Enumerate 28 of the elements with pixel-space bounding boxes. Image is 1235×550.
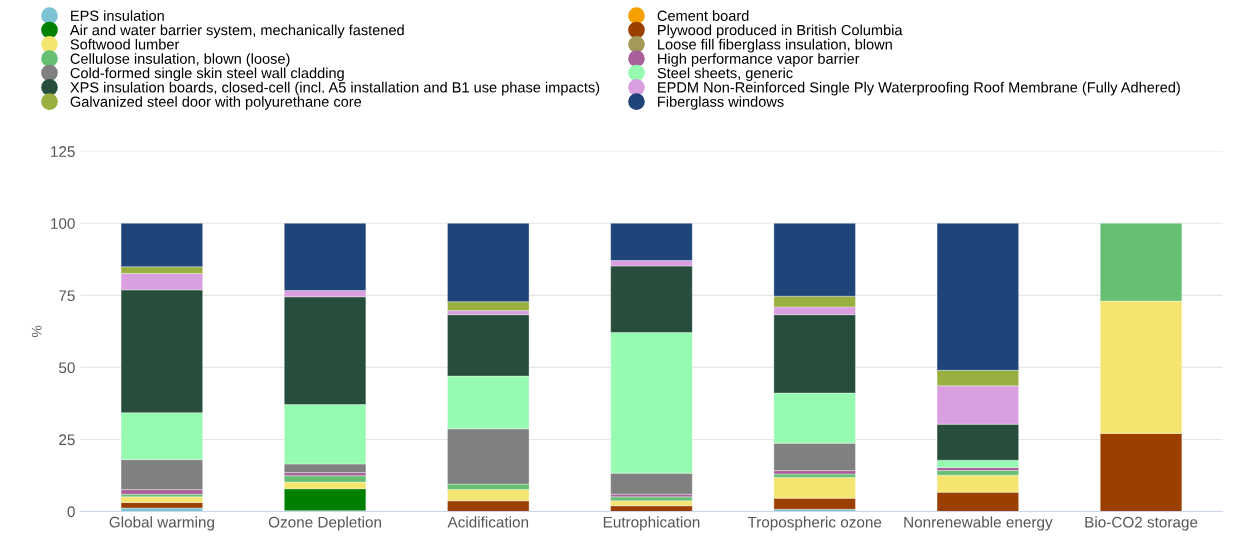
x-tick-label: Ozone Depletion	[268, 516, 381, 531]
x-tick-label: Bio-CO2 storage	[1085, 516, 1198, 531]
legend-label: Cold-formed single skin steel wall cladding	[70, 67, 344, 82]
legend-label: Cellulose insulation, blown (loose)	[70, 53, 290, 67]
y-tick-label: 75	[59, 290, 75, 302]
x-tick-label: Tropospheric ozone	[747, 516, 882, 531]
y-tick-label: 0	[67, 506, 75, 518]
x-tick-label: Nonrenewable energy	[904, 516, 1053, 531]
y-tick-label: 50	[59, 362, 75, 374]
y-axis-title: %	[31, 325, 42, 338]
legend-label: XPS insulation boards, closed-cell (incl. A5 installation and B1 use phase impacts)	[70, 81, 600, 96]
x-tick-label: Global warming	[109, 516, 214, 531]
legend-label: Fiberglass windows	[658, 96, 784, 110]
y-tick-label: 25	[59, 434, 75, 446]
legend-label: High performance vapor barrier	[658, 53, 860, 67]
x-tick-label: Eutrophication	[603, 516, 700, 531]
y-tick-label: 100	[51, 218, 75, 229]
legend-label: Air and water barrier system, mechanically fastened	[69, 24, 404, 39]
legend-label: EPS insulation	[71, 10, 164, 21]
x-tick-label: Acidification	[447, 516, 529, 528]
legend-label: Cement board	[657, 10, 749, 21]
legend-label: EPDM Non-Reinforced Single Ply Waterproofing Roof Membrane (Fully Adhered)	[658, 81, 1180, 96]
legend-label: Loose fill fiberglass insulation, blown	[658, 38, 892, 53]
legend-label: Galvanized steel door with polyurethane core	[70, 96, 362, 110]
legend-label: Softwood lumber	[70, 38, 180, 50]
y-tick-label: 125	[51, 146, 75, 157]
legend-label: Steel sheets, generic	[657, 67, 793, 82]
legend-label: Plywood produced in British Columbia	[658, 24, 903, 39]
